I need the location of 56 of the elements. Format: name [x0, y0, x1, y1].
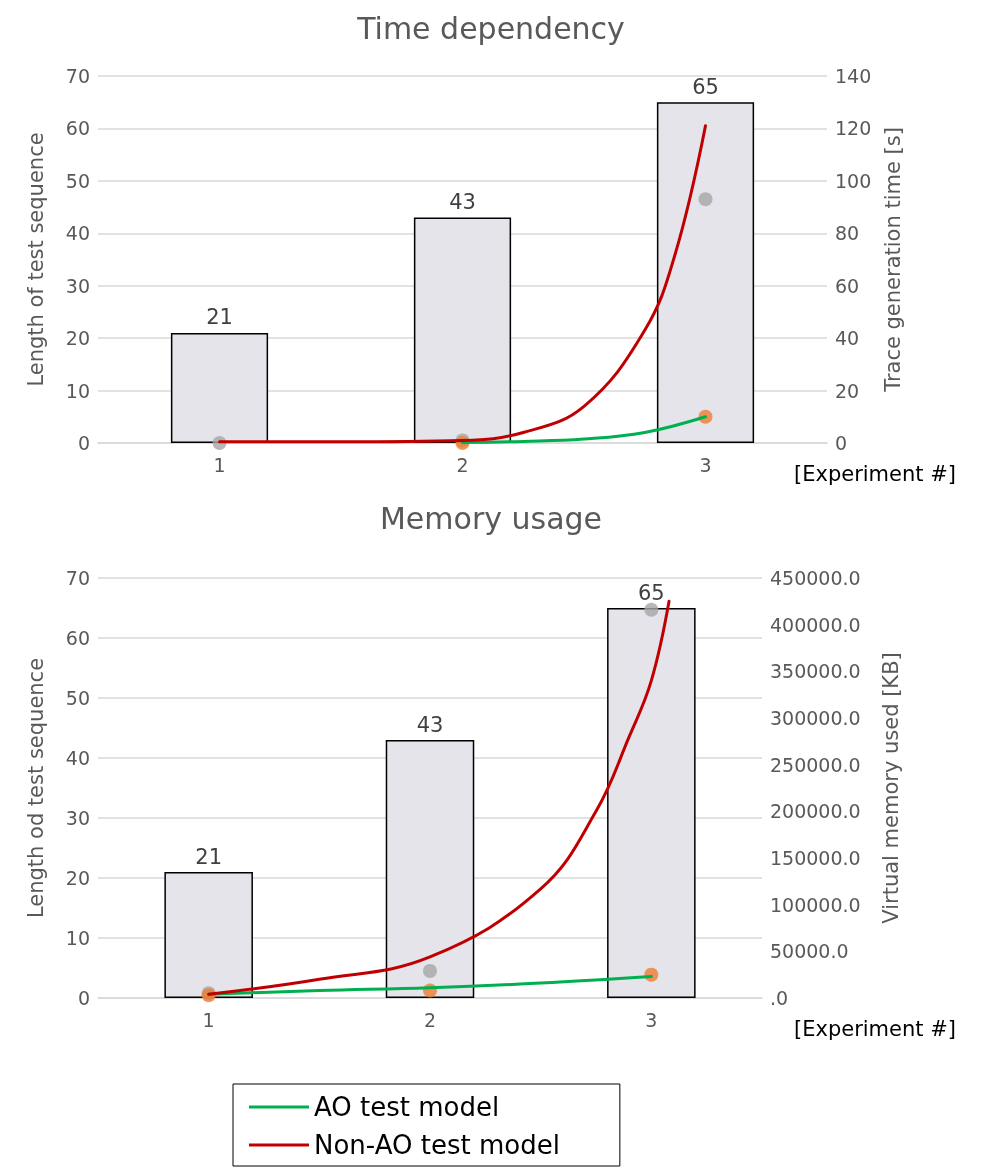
- y-tick-label: 40: [65, 222, 90, 245]
- y2-tick-label: 100000.0: [770, 893, 861, 916]
- data-label: 21: [206, 305, 233, 330]
- y-tick-label: 10: [65, 927, 90, 949]
- y-tick-label: 50: [65, 169, 90, 192]
- y2-tick-label: 60: [835, 274, 860, 297]
- x-tick-label: 2: [456, 453, 469, 476]
- x-tick-label: 1: [202, 1008, 215, 1031]
- y-tick-label: 20: [65, 867, 90, 889]
- y2-tick-label: 150000.0: [770, 847, 861, 869]
- y2-tick-label: 100: [835, 169, 872, 192]
- x-tick-label: 3: [699, 453, 712, 476]
- y2-axis-title: Virtual memory used [KB]: [878, 652, 903, 924]
- data-label: 43: [449, 190, 476, 215]
- y2-tick-label: 200000.0: [770, 800, 861, 823]
- y-axis-title: Length of test sequence: [23, 132, 48, 387]
- legend-label: Non-AO test model: [314, 1130, 560, 1160]
- x-axis-title: [Experiment #]: [794, 461, 957, 486]
- y2-tick-label: 400000.0: [770, 613, 861, 636]
- y2-tick-label: 20: [835, 379, 860, 402]
- y-tick-label: 30: [65, 274, 90, 297]
- y2-tick-label: 250000.0: [770, 753, 861, 776]
- y-tick-label: 0: [77, 432, 90, 454]
- data-label: 65: [692, 74, 719, 99]
- data-label: 21: [195, 844, 223, 869]
- y2-axis-title: Trace generation time [s]: [880, 127, 905, 393]
- y-tick-label: 30: [65, 807, 90, 829]
- y-axis-title: Length od test sequence: [23, 657, 48, 919]
- y-tick-label: 60: [65, 117, 90, 140]
- y2-tick-label: 0: [835, 432, 848, 454]
- y2-tick-label: 50000.0: [770, 940, 849, 963]
- y-tick-label: 60: [65, 627, 90, 649]
- y2-tick-label: 350000.0: [770, 660, 861, 683]
- y-tick-label: 20: [65, 327, 90, 350]
- y-tick-label: 70: [65, 567, 90, 589]
- y2-tick-label: 80: [835, 222, 860, 245]
- y2-tick-label: 120: [835, 117, 872, 140]
- y2-tick-label: 40: [835, 327, 860, 350]
- y2-tick-label: 140: [835, 65, 872, 87]
- y-tick-label: 70: [65, 65, 90, 87]
- y-tick-label: 40: [65, 747, 90, 769]
- y2-tick-label: 450000.0: [770, 567, 861, 589]
- x-tick-label: 1: [213, 453, 226, 476]
- y-tick-label: 0: [77, 987, 90, 1009]
- data-label: 43: [416, 712, 444, 737]
- x-axis-title: [Experiment #]: [794, 1016, 957, 1041]
- legend-label: AO test model: [314, 1092, 500, 1122]
- y2-tick-label: .0: [770, 987, 789, 1009]
- y2-tick-label: 300000.0: [770, 707, 861, 729]
- x-tick-label: 2: [423, 1008, 437, 1031]
- y-tick-label: 10: [65, 379, 90, 402]
- x-tick-label: 3: [645, 1008, 658, 1031]
- chart-title: Time dependency: [356, 10, 625, 46]
- y-tick-label: 50: [65, 687, 90, 709]
- chart-title: Memory usage: [379, 500, 603, 536]
- data-label: 65: [637, 580, 665, 605]
